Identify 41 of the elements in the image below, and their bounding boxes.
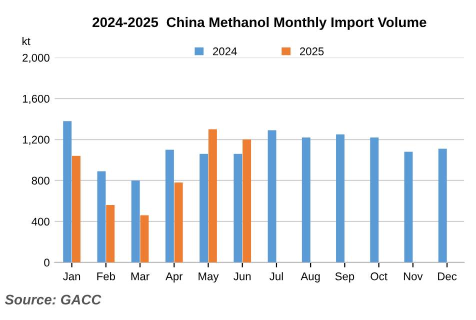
y-tick-label: 0 <box>44 258 50 267</box>
y-axis-title: kt <box>22 37 30 46</box>
bar <box>302 137 310 262</box>
bar <box>97 171 106 262</box>
bar <box>106 205 115 262</box>
chart-title: 2024-2025 China Methanol Monthly Import Volume <box>92 16 426 30</box>
x-tick-label: Apr <box>166 272 183 282</box>
bar <box>208 129 217 262</box>
x-tick-label: Nov <box>404 272 423 280</box>
x-tick-label: May <box>198 272 219 282</box>
bar <box>438 148 447 262</box>
x-tick-label: Feb <box>97 272 116 280</box>
bar <box>242 140 252 262</box>
x-tick-label: Mar <box>131 272 150 280</box>
y-tick-label: 800 <box>32 176 50 185</box>
bar <box>268 130 276 262</box>
x-tick-label: Aug <box>300 272 320 282</box>
source-note: Source: GACC <box>4 294 102 305</box>
y-tick-label: 1,200 <box>22 136 50 145</box>
y-tick-label: 1,600 <box>22 94 50 104</box>
legend-label: 2025 <box>300 47 324 56</box>
bar <box>336 134 344 262</box>
x-tick-label: Jan <box>63 272 80 280</box>
x-tick-label: Jun <box>234 272 251 280</box>
y-tick-label: 400 <box>32 218 50 226</box>
bar <box>370 137 379 262</box>
bar <box>72 156 80 262</box>
y-tick-label: 2,000 <box>22 54 50 64</box>
bar <box>165 150 174 262</box>
bar <box>131 180 140 262</box>
bar <box>200 154 208 262</box>
x-tick-label: Sep <box>335 272 354 282</box>
bar <box>234 154 242 262</box>
x-tick-label: Dec <box>438 272 457 280</box>
x-tick-label: Jul <box>270 272 283 280</box>
bar <box>140 215 149 262</box>
legend-label: 2024 <box>213 47 237 56</box>
bar <box>404 152 413 262</box>
bar <box>174 182 183 262</box>
bar <box>63 121 72 262</box>
x-tick-label: Oct <box>370 272 388 280</box>
